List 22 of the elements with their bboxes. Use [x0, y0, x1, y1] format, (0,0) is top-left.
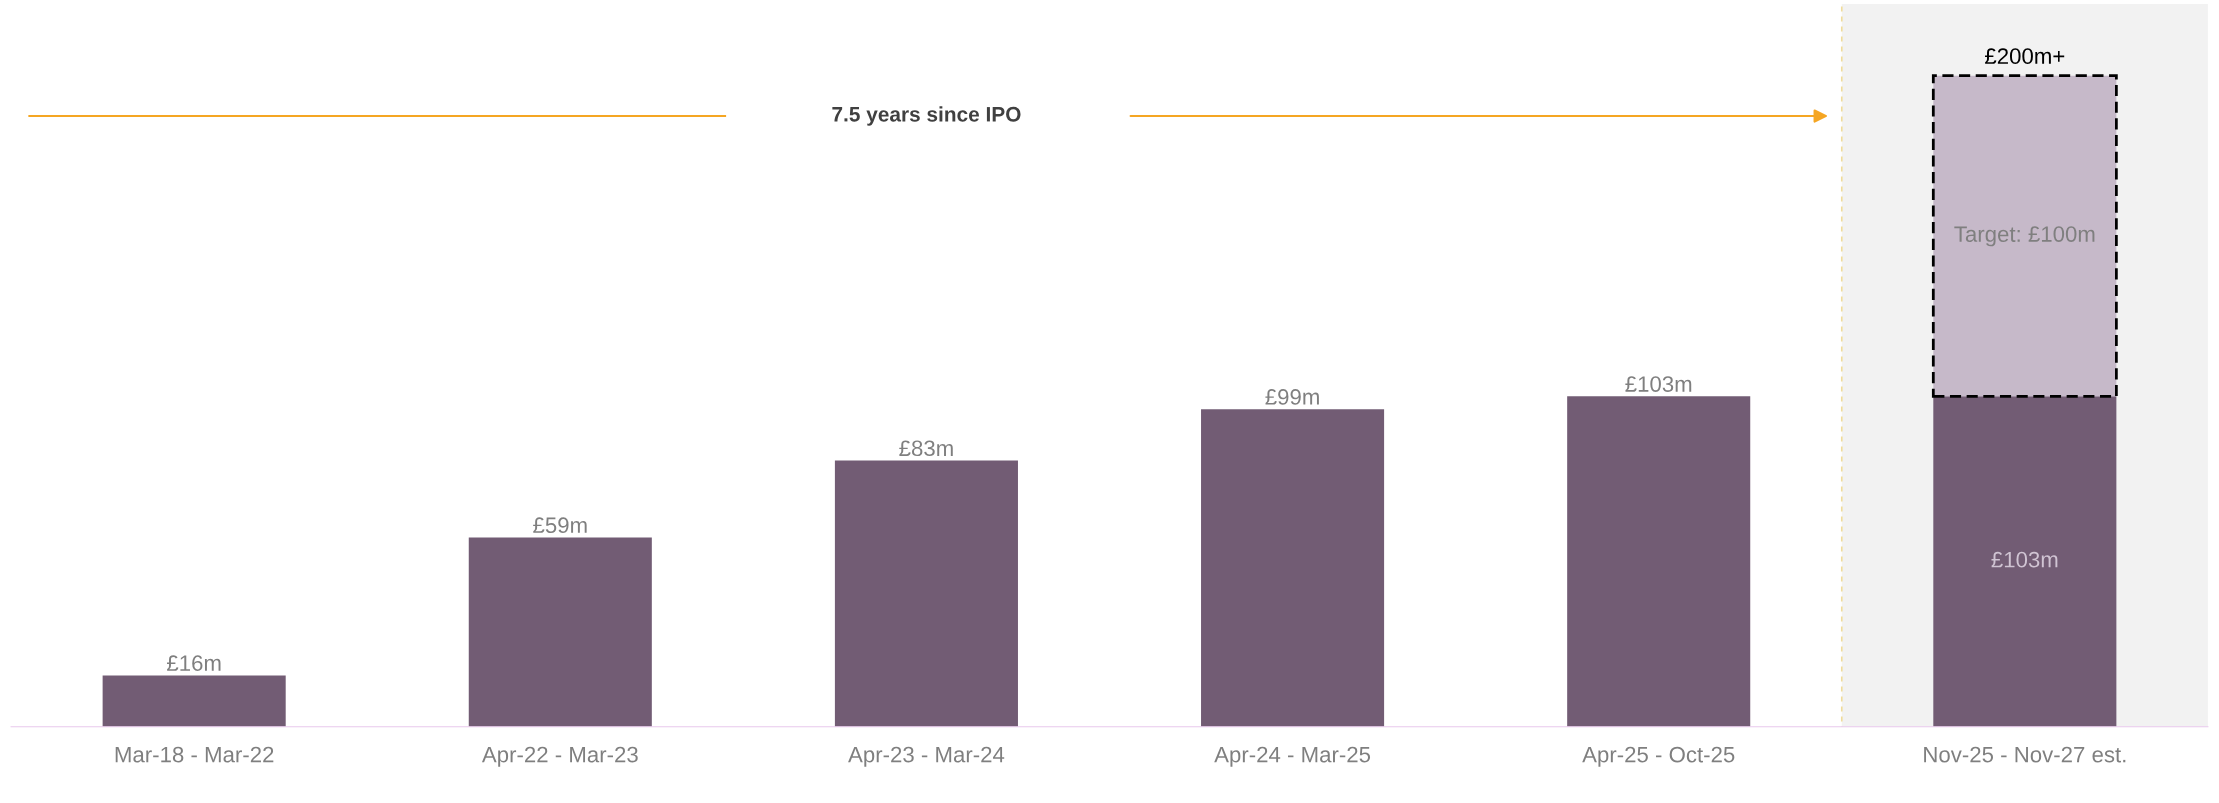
x-tick-label: Apr-24 - Mar-25 — [1214, 746, 1371, 767]
bar — [1933, 396, 2117, 727]
bar — [1931, 74, 2118, 398]
data-label: £103m — [1625, 376, 1692, 392]
bar — [834, 460, 1018, 727]
x-tick-label: Apr-25 - Oct-25 — [1582, 746, 1735, 767]
x-tick-label: Mar-18 - Mar-22 — [115, 746, 274, 763]
data-label: £103m — [1991, 551, 2058, 568]
data-label: Target: £100m — [1954, 226, 2095, 247]
bar — [468, 537, 652, 727]
data-label: £99m — [1265, 389, 1319, 405]
bar — [1201, 409, 1385, 727]
data-label: £83m — [899, 440, 953, 457]
bar — [1567, 396, 1751, 727]
x-tick-label: Apr-23 - Mar-24 — [848, 746, 1005, 767]
data-label: £59m — [533, 517, 587, 534]
x-tick-label: Apr-22 - Mar-23 — [481, 746, 638, 767]
bar — [102, 675, 286, 727]
x-tick-label: Nov-25 - Nov-27 est. — [1924, 746, 2126, 763]
data-label: £16m — [167, 655, 221, 672]
annotation: £200m+ — [1985, 48, 2065, 65]
annotation: 7.5 years since IPO — [832, 106, 1021, 126]
